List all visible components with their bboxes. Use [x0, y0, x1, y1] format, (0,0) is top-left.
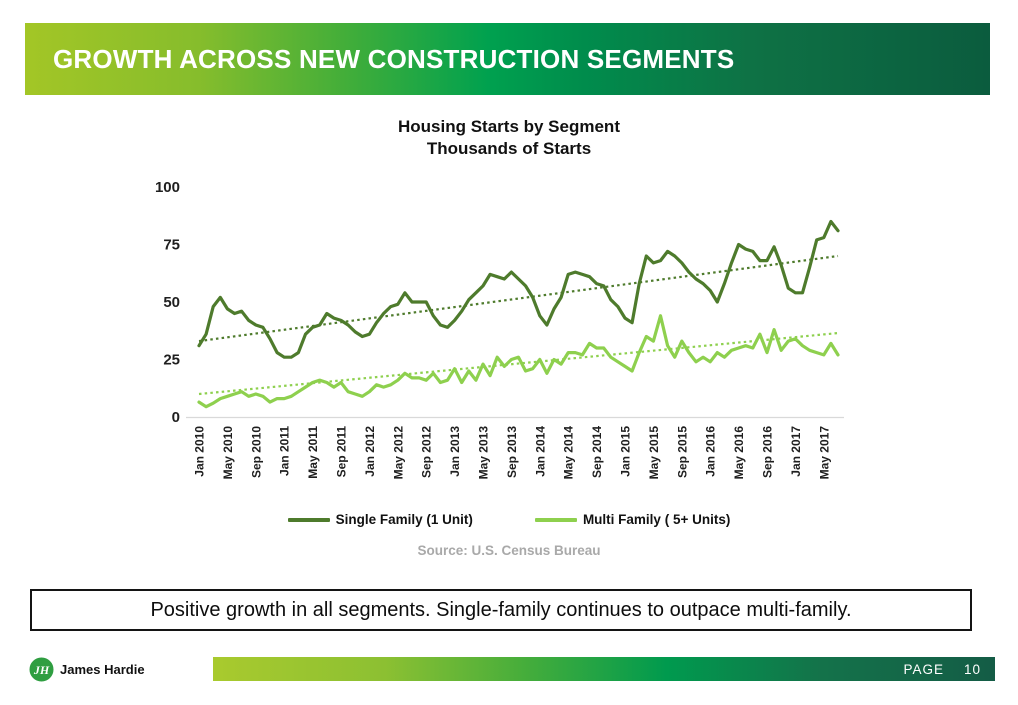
footer-bar: PAGE 10: [213, 657, 995, 681]
x-axis-tick-label: May 2012: [391, 426, 405, 480]
x-axis-tick-label: May 2010: [221, 426, 235, 480]
x-axis-tick-label: Jan 2017: [789, 426, 803, 477]
chart-subtitle: Thousands of Starts: [426, 139, 592, 159]
x-axis-tick-label: Sep 2012: [420, 426, 434, 478]
legend-label: Multi Family ( 5+ Units): [582, 512, 731, 527]
y-axis-tick-label: 50: [163, 294, 180, 311]
y-axis-tick-label: 25: [163, 352, 180, 369]
multi-family-line-swatch: [534, 517, 577, 522]
x-axis-tick-label: May 2011: [306, 426, 320, 479]
trend-line: [198, 331, 839, 396]
james-hardie-logo-icon: JH: [28, 656, 55, 683]
legend-label: Single Family (1 Unit): [335, 512, 473, 527]
trend-line: [198, 254, 839, 343]
y-axis-tick-label: 100: [155, 179, 180, 196]
brand-name: James Hardie: [60, 662, 145, 677]
x-axis-tick-label: Sep 2016: [761, 426, 775, 478]
takeaway-text: Positive growth in all segments. Single-…: [150, 598, 852, 621]
chart-title-block: Housing Starts by Segment Thousands of S…: [0, 116, 1018, 160]
x-axis-tick-label: Jan 2014: [533, 426, 547, 477]
slide-footer: JH James Hardie PAGE 10: [0, 652, 1018, 686]
x-axis-tick-label: May 2014: [562, 426, 576, 480]
company-logo: JH James Hardie: [28, 656, 145, 683]
series-line: [197, 219, 840, 359]
housing-starts-chart: 0 25 50 75 100 Jan 2010 May 2010 Sep 2010 Jan 20…: [155, 179, 844, 480]
x-axis-tick-label: Sep 2011: [335, 426, 349, 478]
x-axis-tick-label: Jan 2015: [619, 426, 633, 477]
series-line: [197, 314, 840, 409]
x-axis-tick-label: Sep 2013: [505, 426, 519, 478]
x-axis-tick-label: May 2016: [732, 426, 746, 480]
page-word: PAGE: [903, 661, 944, 677]
x-axis-tick-label: May 2017: [817, 426, 831, 480]
page-num: 10: [963, 661, 981, 677]
y-axis-tick-label: 75: [163, 237, 180, 254]
x-axis-tick-label: Sep 2015: [675, 426, 689, 478]
slide-title: GROWTH ACROSS NEW CONSTRUCTION SEGMENTS: [53, 43, 735, 74]
page-number: PAGE 10: [903, 662, 995, 677]
x-axis-tick-label: Jan 2010: [193, 426, 207, 477]
svg-text:JH: JH: [33, 663, 50, 677]
source-attribution: Source: U.S. Census Bureau: [417, 543, 601, 558]
slide-header-bar: GROWTH ACROSS NEW CONSTRUCTION SEGMENTS: [25, 23, 990, 95]
y-axis-tick-label: 0: [172, 409, 180, 426]
legend-item-single-family: Single Family (1 Unit): [287, 512, 473, 527]
x-axis-tick-label: Jan 2013: [448, 426, 462, 477]
x-axis-tick-label: Jan 2011: [278, 426, 292, 476]
single-family-line-swatch: [287, 517, 330, 522]
legend-item-multi-family: Multi Family ( 5+ Units): [534, 512, 731, 527]
x-axis-tick-label: May 2015: [647, 426, 661, 480]
takeaway-box: Positive growth in all segments. Single-…: [30, 589, 972, 631]
x-axis-tick-label: Sep 2014: [590, 426, 604, 478]
x-axis-tick-label: Jan 2012: [363, 426, 377, 477]
x-axis-tick-label: Sep 2010: [249, 426, 263, 478]
x-axis-tick-label: May 2013: [477, 426, 491, 480]
x-axis-tick-label: Jan 2016: [704, 426, 718, 477]
chart-legend: Single Family (1 Unit) Multi Family ( 5+…: [0, 512, 1018, 527]
chart-title: Housing Starts by Segment: [398, 117, 620, 136]
